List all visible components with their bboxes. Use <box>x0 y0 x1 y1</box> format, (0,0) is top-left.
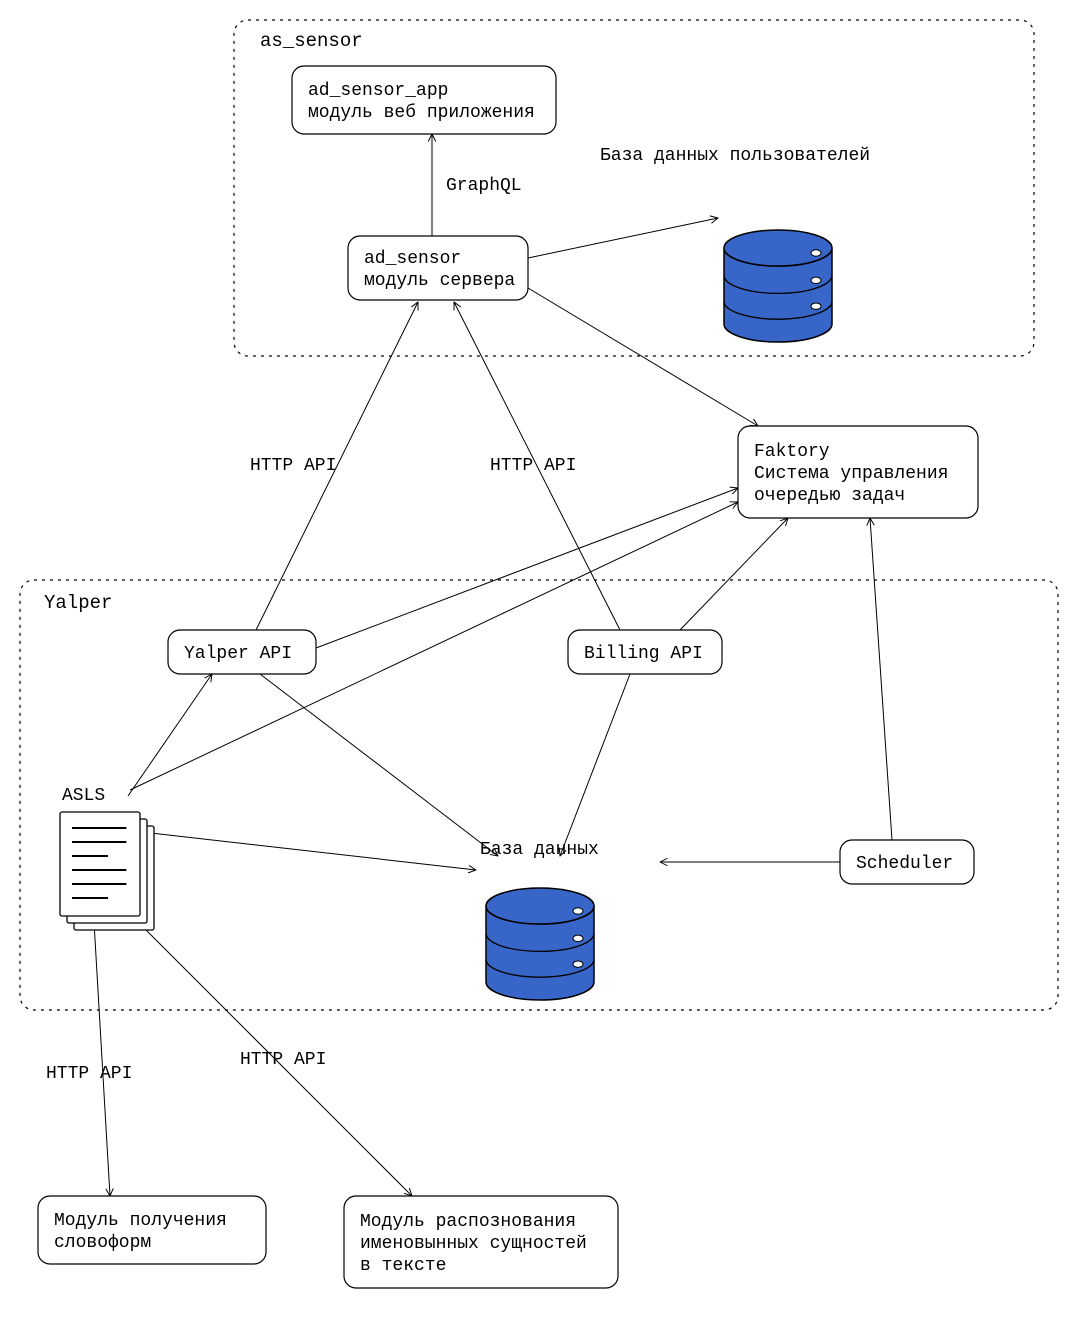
node-text-ner-0: Модуль распознования <box>360 1212 576 1232</box>
node-text-scheduler-0: Scheduler <box>856 854 953 874</box>
group-label-as_sensor: as_sensor <box>260 30 363 52</box>
edge-e_billing_to_db_y <box>560 674 630 856</box>
node-text-ad_sensor_app-1: модуль веб приложения <box>308 102 535 123</box>
edge-e_asls_to_wordforms <box>94 922 110 1196</box>
edge-e_yalper_to_faktory <box>316 488 738 648</box>
group-label-yalper: Yalper <box>44 592 112 614</box>
architecture-diagram: as_sensor Yalper GraphQL HTTP API HTTP API HT… <box>0 0 1078 1328</box>
node-text-wordforms-1: словоформ <box>54 1233 151 1253</box>
edge-label-e_app_to_sensor: GraphQL <box>446 176 522 196</box>
node-text-ner-1: именовынных сущностей <box>360 1234 587 1254</box>
node-text-faktory-0: Faktory <box>754 442 830 462</box>
node-text-billing_api-0: Billing API <box>584 644 703 664</box>
edge-e_sensor_to_db_u <box>528 218 718 258</box>
edge-label-e_asls_to_ner: HTTP API <box>240 1050 326 1070</box>
label-db_yalper_title: База данных <box>480 840 599 860</box>
database-icon-db_yalper <box>486 888 594 1000</box>
label-db_users_title: База данных пользователей <box>600 146 870 166</box>
database-icon-db_users <box>724 230 832 342</box>
node-text-ad_sensor_app-0: ad_sensor_app <box>308 81 448 101</box>
node-text-ner-2: в тексте <box>360 1256 446 1276</box>
node-text-faktory-1: Система управления <box>754 464 948 484</box>
node-text-wordforms-0: Модуль получения <box>54 1211 227 1231</box>
edge-e_asls_to_db_y <box>142 832 476 870</box>
label-asls: ASLS <box>62 786 105 806</box>
node-text-ad_sensor-1: модуль сервера <box>364 271 515 291</box>
edge-label-e_asls_to_wordforms: HTTP API <box>46 1064 132 1084</box>
edge-e_billing_to_faktory <box>680 518 788 630</box>
documents-icon-asls_docs <box>60 812 154 930</box>
edge-label-e_billing_to_sensor: HTTP API <box>490 456 576 476</box>
node-text-faktory-2: очередью задач <box>754 486 905 506</box>
node-text-ad_sensor-0: ad_sensor <box>364 249 461 269</box>
edge-e_yalper_to_db_y <box>260 674 498 856</box>
edge-e_scheduler_to_faktory <box>870 518 892 840</box>
edge-label-e_yalper_to_sensor: HTTP API <box>250 456 336 476</box>
edge-e_asls_to_yalper <box>128 674 212 796</box>
node-text-yalper_api-0: Yalper API <box>184 644 292 664</box>
